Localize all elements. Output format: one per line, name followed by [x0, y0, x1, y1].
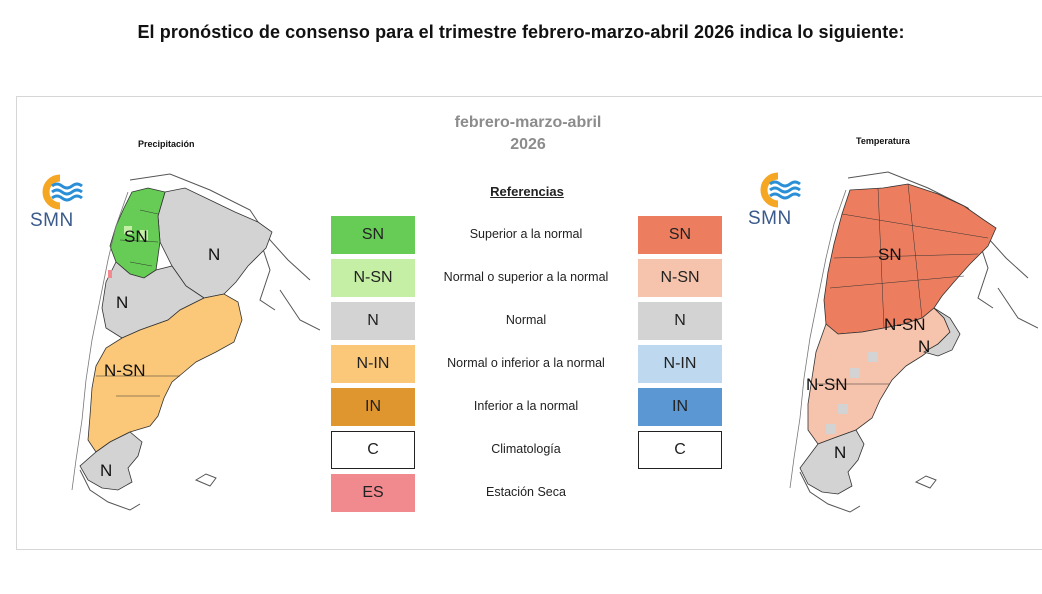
reference-label: Normal [505, 313, 547, 327]
temperature-swatch: N-SN [638, 259, 722, 297]
zone-label: N [918, 337, 930, 356]
reference-label: Normal o superior a la normal [443, 270, 609, 284]
zone-label: N-SN [806, 375, 848, 394]
temperature-map-svg: SN N-SN N N-SN N [789, 171, 1038, 513]
reference-label: Estación Seca [486, 485, 566, 499]
precipitation-map-svg: SN N N N-SN N [71, 173, 320, 511]
zone-label: SN [878, 245, 902, 264]
reference-label: Normal o inferior a la normal [447, 356, 605, 370]
precipitation-swatch: ES [331, 474, 415, 512]
temperature-swatch: IN [638, 388, 722, 426]
smn-logo: SMN [748, 170, 812, 232]
region-normal-east [922, 307, 961, 357]
temperature-swatch: C [638, 431, 722, 469]
precipitation-map: SN N N N-SN N [20, 170, 320, 530]
reference-label: Inferior a la normal [473, 399, 579, 413]
region-dry-season [108, 270, 112, 278]
precipitation-map-title: Precipitación [138, 139, 195, 149]
references-title: Referencias [490, 184, 564, 199]
region-sn-north [823, 183, 997, 335]
smn-logo-text: SMN [30, 210, 74, 231]
zone-label: N [834, 443, 846, 462]
reference-label: Climatología [491, 442, 561, 456]
region-normal-south [79, 431, 143, 491]
temperature-map: SN N-SN N N-SN N [738, 168, 1038, 528]
zone-label: N [208, 245, 220, 264]
precipitation-swatch: SN [331, 216, 415, 254]
temperature-map-title: Temperatura [856, 136, 910, 146]
smn-logo-icon [760, 172, 801, 208]
period-title: febrero-marzo-abril 2026 [400, 112, 656, 156]
smn-logo-icon [42, 174, 83, 210]
zone-label: N [100, 461, 112, 480]
temperature-swatch: N-IN [638, 345, 722, 383]
zone-label: N-SN [104, 361, 146, 380]
zone-label: N [116, 293, 128, 312]
precipitation-swatch: IN [331, 388, 415, 426]
precipitation-swatch: N [331, 302, 415, 340]
precipitation-swatch: N-SN [331, 259, 415, 297]
temperature-swatch: SN [638, 216, 722, 254]
zone-label: SN [124, 227, 148, 246]
smn-logo: SMN [30, 172, 94, 234]
smn-logo-text: SMN [748, 208, 792, 229]
zone-label: N-SN [884, 315, 926, 334]
precipitation-swatch: N-IN [331, 345, 415, 383]
region-normal-northeast [157, 187, 273, 299]
page-heading: El pronóstico de consenso para el trimes… [137, 22, 905, 42]
region-normal-south [799, 429, 865, 495]
temperature-swatch: N [638, 302, 722, 340]
period-months: febrero-marzo-abril [454, 114, 602, 131]
reference-label: Superior a la normal [469, 227, 583, 241]
period-year: 2026 [510, 136, 546, 153]
precipitation-swatch: C [331, 431, 415, 469]
region-n-sn-center [87, 293, 243, 453]
